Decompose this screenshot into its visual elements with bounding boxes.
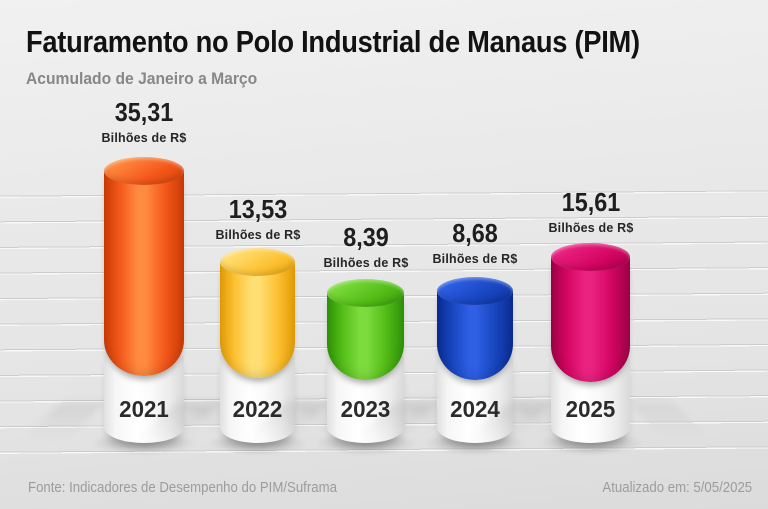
- bar-2023: 2023 8,39 Bilhões de R$: [240, 0, 491, 509]
- bar-label-block: 8,68 Bilhões de R$: [400, 220, 550, 266]
- cylinder-body: [220, 262, 295, 378]
- year-label: 2021: [119, 396, 169, 422]
- year-label: 2023: [340, 396, 391, 422]
- value-label: 13,53: [228, 194, 287, 224]
- chart-subtitle: Acumulado de Janeiro a Março: [26, 69, 258, 88]
- bar-label-block: 35,31 Bilhões de R$: [69, 99, 219, 145]
- cylinder-body: [437, 291, 513, 380]
- unit-label: Bilhões de R$: [101, 130, 187, 145]
- cylinder-top: [551, 243, 630, 271]
- unit-label: Bilhões de R$: [547, 220, 634, 235]
- cylinder-body: [327, 293, 404, 380]
- source-note: Fonte: Indicadores de Desempenho do PIM/…: [28, 479, 337, 496]
- year-label: 2025: [565, 396, 616, 422]
- cylinder-top: [104, 157, 184, 185]
- chart-title: Faturamento no Polo Industrial de Manaus…: [26, 24, 640, 59]
- value-label: 35,31: [114, 97, 174, 127]
- bar-label-block: 13,53 Bilhões de R$: [183, 196, 333, 242]
- cylinder-top: [220, 248, 295, 276]
- cylinder-top: [327, 279, 404, 307]
- cylinder-top: [437, 277, 513, 305]
- bar-label-block: 15,61 Bilhões de R$: [516, 189, 666, 235]
- unit-label: Bilhões de R$: [322, 255, 409, 270]
- bar-2022: 2022 13,53 Bilhões de R$: [133, 0, 382, 509]
- value-label: 8,68: [452, 218, 498, 248]
- header: Faturamento no Polo Industrial de Manaus…: [26, 24, 724, 89]
- updated-note: Atualizado em: 5/05/2025: [602, 479, 752, 496]
- bar-2025: 2025 15,61 Bilhões de R$: [464, 0, 717, 509]
- value-label: 8,39: [342, 222, 389, 252]
- cylinder-body: [551, 257, 630, 382]
- unit-label: Bilhões de R$: [432, 251, 518, 266]
- bar-label-block: 8,39 Bilhões de R$: [291, 224, 441, 270]
- year-label: 2022: [232, 396, 283, 422]
- cylinder-body: [104, 171, 184, 376]
- value-label: 15,61: [561, 187, 620, 217]
- year-label: 2024: [450, 396, 500, 422]
- bar-2021: 2021 35,31 Bilhões de R$: [17, 0, 271, 509]
- bar-2024: 2024 8,68 Bilhões de R$: [350, 0, 600, 509]
- unit-label: Bilhões de R$: [214, 227, 301, 242]
